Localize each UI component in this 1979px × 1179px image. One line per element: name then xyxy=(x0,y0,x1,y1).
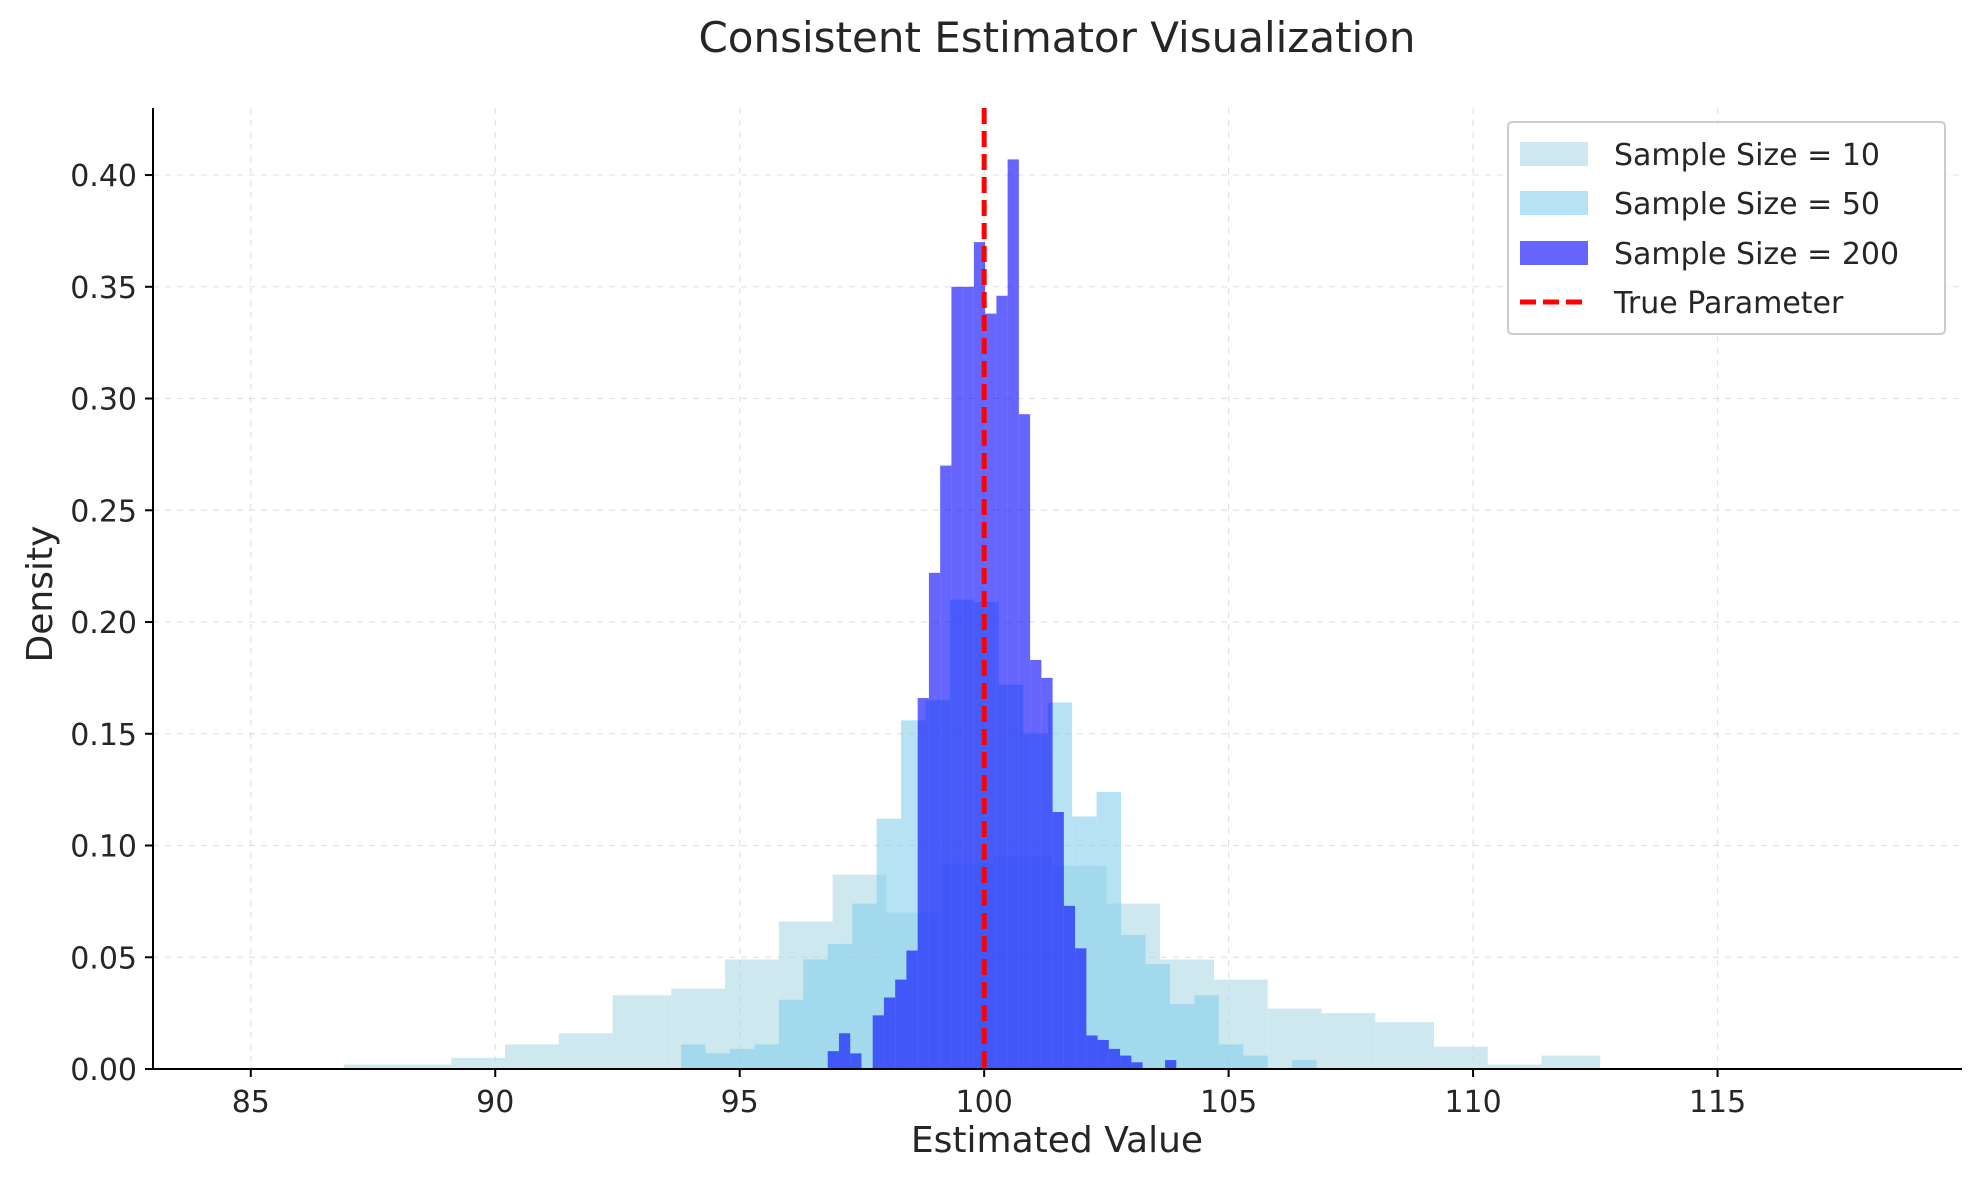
histogram-bar xyxy=(1063,905,1076,1069)
x-tick-label: 110 xyxy=(1444,1085,1501,1120)
histogram-bar xyxy=(1086,1035,1098,1069)
histogram-bar xyxy=(1145,963,1170,1069)
histogram-bar xyxy=(973,242,986,1069)
legend-frame xyxy=(1507,121,1946,335)
histogram-bar xyxy=(343,1064,398,1069)
histogram-bars xyxy=(343,159,1601,1069)
histogram-bar xyxy=(397,1064,452,1069)
histogram-bar xyxy=(838,1033,851,1069)
histogram-bar xyxy=(1007,159,1019,1069)
histogram-bar xyxy=(850,1053,862,1069)
histogram-bar xyxy=(827,1051,839,1069)
y-axis-label: Density xyxy=(20,526,61,663)
histogram-bar xyxy=(1243,1055,1268,1069)
histogram-bar xyxy=(1018,414,1031,1069)
histogram-bar xyxy=(962,286,974,1069)
histogram-bar xyxy=(803,959,828,1069)
x-tick-label: 90 xyxy=(476,1085,514,1120)
legend-swatch-sample-size-200 xyxy=(1520,241,1588,265)
chart-title: Consistent Estimator Visualization xyxy=(698,13,1415,62)
legend-label-sample-size-10: Sample Size = 10 xyxy=(1614,138,1880,173)
histogram-bar xyxy=(1120,1055,1132,1069)
histogram-bar xyxy=(451,1057,506,1069)
histogram-bar xyxy=(1108,1048,1121,1069)
histogram-bar xyxy=(1041,677,1053,1069)
histogram-bar xyxy=(917,698,929,1069)
y-tick-label: 0.10 xyxy=(70,830,137,865)
histogram-bar xyxy=(940,465,952,1069)
legend-label-true-parameter: True Parameter xyxy=(1613,286,1844,321)
histogram-bar xyxy=(1121,934,1146,1069)
histogram-bar xyxy=(883,997,896,1069)
histogram-bar xyxy=(558,1033,613,1069)
x-axis-label: Estimated Value xyxy=(911,1120,1203,1161)
y-tick-label: 0.35 xyxy=(70,271,137,306)
histogram-bar xyxy=(1433,1046,1488,1069)
legend: Sample Size = 10 Sample Size = 50 Sample… xyxy=(1507,121,1946,335)
histogram-bar xyxy=(1052,811,1064,1069)
histogram-bar xyxy=(1194,995,1219,1069)
histogram-bar xyxy=(705,1053,730,1069)
y-tick-label: 0.40 xyxy=(70,159,137,194)
histogram-bar xyxy=(951,286,963,1069)
histogram-bar xyxy=(852,903,877,1069)
legend-label-sample-size-50: Sample Size = 50 xyxy=(1614,187,1880,222)
y-tick-label: 0.20 xyxy=(70,606,137,641)
x-tick-label: 100 xyxy=(956,1085,1013,1120)
x-tick-label: 105 xyxy=(1200,1085,1257,1120)
histogram-bar xyxy=(1075,948,1087,1069)
histogram-bar xyxy=(1375,1022,1434,1069)
histogram-bar xyxy=(1169,1004,1195,1069)
histogram-bar xyxy=(612,995,672,1069)
histogram-bar xyxy=(1218,1044,1244,1069)
histogram-bar xyxy=(996,295,1008,1069)
y-tick-label: 0.05 xyxy=(70,941,137,976)
y-tick-label: 0.00 xyxy=(70,1053,137,1088)
y-tick-label: 0.25 xyxy=(70,494,137,529)
legend-swatch-sample-size-50 xyxy=(1520,191,1588,215)
histogram-bar xyxy=(1487,1064,1542,1069)
histogram-bar xyxy=(1097,1039,1109,1069)
histogram-bar xyxy=(1131,1062,1143,1069)
legend-swatch-sample-size-10 xyxy=(1520,142,1588,166)
histogram-bar xyxy=(1321,1013,1376,1069)
histogram-bar xyxy=(778,999,804,1069)
legend-label-sample-size-200: Sample Size = 200 xyxy=(1614,237,1899,272)
histogram-bar xyxy=(985,313,997,1069)
histogram-bar xyxy=(1165,1060,1177,1069)
histogram-bar xyxy=(1292,1060,1317,1069)
axes xyxy=(152,108,1962,1070)
x-tick-label: 115 xyxy=(1689,1085,1746,1120)
histogram-bar xyxy=(505,1044,559,1069)
histogram-bar xyxy=(1541,1055,1601,1069)
histogram-bar xyxy=(906,950,918,1069)
y-tick-label: 0.15 xyxy=(70,718,137,753)
x-tick-label: 95 xyxy=(721,1085,759,1120)
histogram-bar xyxy=(1030,660,1042,1069)
y-ticks: 0.00 0.05 0.10 0.15 0.20 0.25 0.30 0.35 0.40 xyxy=(70,159,153,1088)
x-tick-label: 85 xyxy=(232,1085,270,1120)
histogram-bar xyxy=(895,979,907,1069)
x-ticks: 85 90 95 100 105 110 115 xyxy=(232,1069,1746,1120)
histogram-bar xyxy=(754,1044,779,1069)
histogram-bar xyxy=(1096,791,1122,1069)
histogram-bar xyxy=(681,1044,706,1069)
histogram-bar xyxy=(729,1048,755,1069)
histogram-bar xyxy=(1267,1008,1322,1069)
histogram-bar xyxy=(872,1015,884,1069)
series-sample-size-200 xyxy=(827,159,1177,1069)
y-tick-label: 0.30 xyxy=(70,383,137,418)
histogram-bar xyxy=(928,572,941,1069)
